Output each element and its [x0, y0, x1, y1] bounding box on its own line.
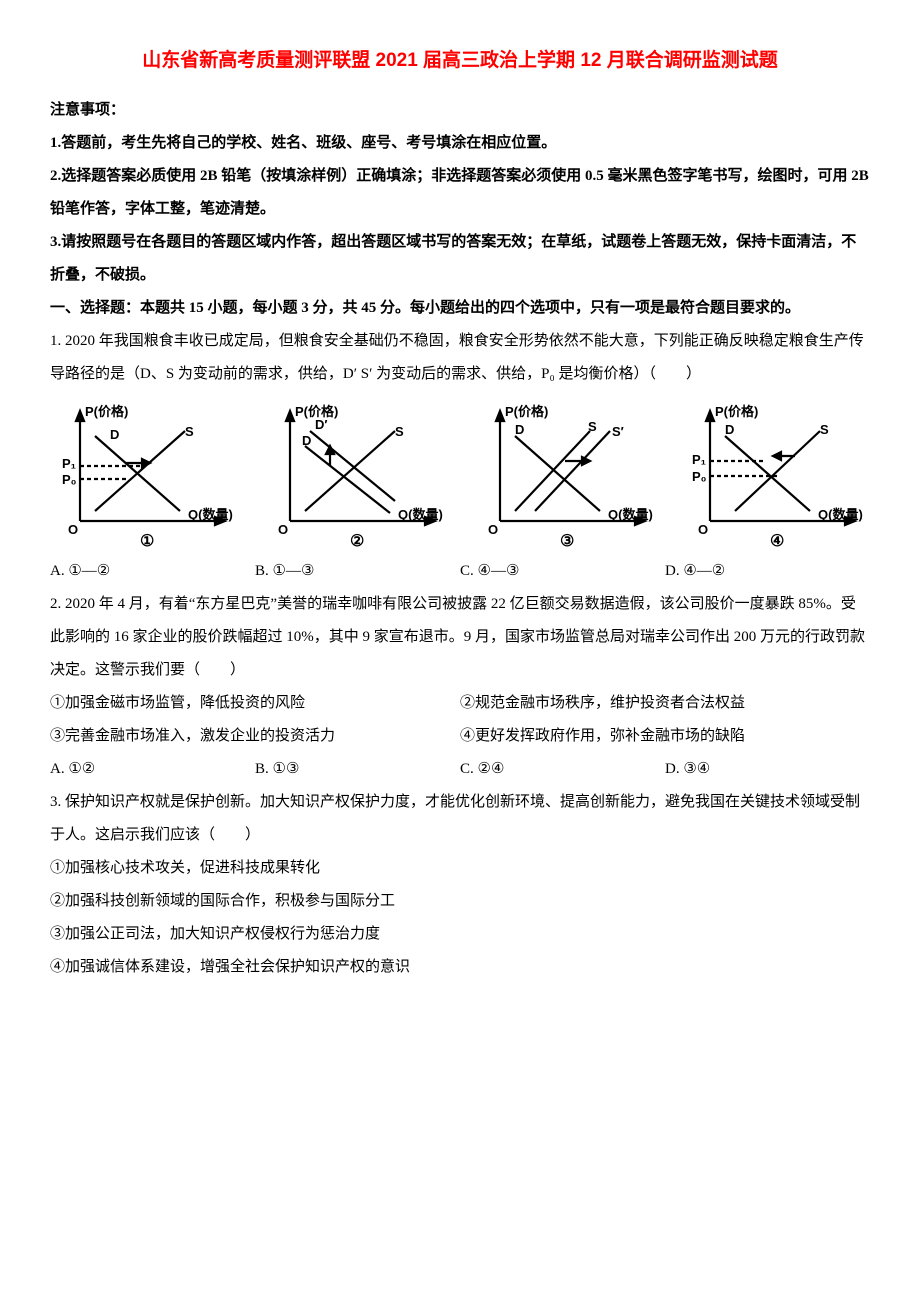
curve-label: D′: [315, 417, 328, 432]
chart-3: P(价格) Q(数量) D S S′ O ③: [470, 401, 660, 551]
statement: ④加强诚信体系建设，增强全社会保护知识产权的意识: [50, 951, 870, 984]
statement: ①加强核心技术攻关，促进科技成果转化: [50, 852, 870, 885]
price-label: P₁: [692, 452, 706, 467]
curve-label: S: [185, 424, 194, 439]
curve-label: S: [588, 419, 597, 434]
axis-label: Q(数量): [608, 507, 653, 522]
option-a: A. ①—②: [50, 555, 255, 588]
curve-label: S: [820, 422, 829, 437]
options-row: A. ①② B. ①③ C. ②④ D. ③④: [50, 753, 870, 786]
price-label: P₀: [62, 472, 77, 487]
origin-label: O: [68, 522, 78, 537]
chart-number: ③: [560, 533, 574, 550]
statement-row: ③完善金融市场准入，激发企业的投资活力 ④更好发挥政府作用，弥补金融市场的缺陷: [50, 720, 870, 753]
page-title: 山东省新高考质量测评联盟 2021 届高三政治上学期 12 月联合调研监测试题: [50, 40, 870, 82]
statement-row: ①加强金磁市场监管，降低投资的风险 ②规范金融市场秩序，维护投资者合法权益: [50, 687, 870, 720]
statement: ②加强科技创新领域的国际合作，积极参与国际分工: [50, 885, 870, 918]
option-c: C. ④—③: [460, 555, 665, 588]
option-a: A. ①②: [50, 753, 255, 786]
section-header: 一、选择题：本题共 15 小题，每小题 3 分，共 45 分。每小题给出的四个选…: [50, 292, 870, 325]
curve-label: S′: [612, 424, 624, 439]
chart-4: P(价格) Q(数量) D S P₁ P₀ O ④: [680, 401, 870, 551]
chart-1: P(价格) Q(数量) D S P₁ P₀ O ①: [50, 401, 240, 551]
options-row: A. ①—② B. ①—③ C. ④—③ D. ④—②: [50, 555, 870, 588]
charts-container: P(价格) Q(数量) D S P₁ P₀ O ①: [50, 401, 870, 551]
curve-label: D: [110, 427, 119, 442]
question-stem: 1. 2020 年我国粮食丰收已成定局，但粮食安全基础仍不稳固，粮食安全形势依然…: [50, 325, 870, 391]
question-stem: 2. 2020 年 4 月，有着“东方星巴克”美誉的瑞幸咖啡有限公司被披露 22…: [50, 588, 870, 687]
option-d: D. ③④: [665, 753, 870, 786]
statement: ①加强金磁市场监管，降低投资的风险: [50, 687, 460, 720]
origin-label: O: [488, 522, 498, 537]
notice-item: 1.答题前，考生先将自己的学校、姓名、班级、座号、考号填涂在相应位置。: [50, 127, 870, 160]
question-stem: 3. 保护知识产权就是保护创新。加大知识产权保护力度，才能优化创新环境、提高创新…: [50, 786, 870, 852]
axis-label: P(价格): [505, 404, 548, 419]
notice-header: 注意事项：: [50, 94, 870, 127]
option-c: C. ②④: [460, 753, 665, 786]
axis-label: P(价格): [85, 404, 128, 419]
axis-label: Q(数量): [188, 507, 233, 522]
notice-item: 2.选择题答案必质使用 2B 铅笔（按填涂样例）正确填涂；非选择题答案必须使用 …: [50, 160, 870, 226]
option-b: B. ①—③: [255, 555, 460, 588]
chart-number: ①: [140, 533, 154, 550]
chart-number: ②: [350, 533, 364, 550]
statement: ③加强公正司法，加大知识产权侵权行为惩治力度: [50, 918, 870, 951]
curve-label: S: [395, 424, 404, 439]
origin-label: O: [278, 522, 288, 537]
chart-2: P(价格) Q(数量) D′ D S O ②: [260, 401, 450, 551]
statement: ②规范金融市场秩序，维护投资者合法权益: [460, 687, 870, 720]
curve-label: D: [515, 422, 524, 437]
notice-item: 3.请按照题号在各题目的答题区域内作答，超出答题区域书写的答案无效；在草纸，试题…: [50, 226, 870, 292]
statement: ③完善金融市场准入，激发企业的投资活力: [50, 720, 460, 753]
origin-label: O: [698, 522, 708, 537]
chart-number: ④: [770, 533, 784, 550]
price-label: P₀: [692, 469, 707, 484]
curve-label: D: [725, 422, 734, 437]
price-label: P₁: [62, 456, 76, 471]
statement: ④更好发挥政府作用，弥补金融市场的缺陷: [460, 720, 870, 753]
axis-label: Q(数量): [398, 507, 443, 522]
curve-label: D: [302, 433, 311, 448]
option-b: B. ①③: [255, 753, 460, 786]
axis-label: P(价格): [715, 404, 758, 419]
axis-label: Q(数量): [818, 507, 863, 522]
option-d: D. ④—②: [665, 555, 870, 588]
